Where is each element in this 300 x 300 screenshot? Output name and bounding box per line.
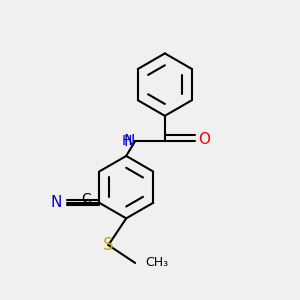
Text: O: O: [198, 132, 210, 147]
Text: N: N: [124, 134, 135, 148]
Text: H: H: [121, 134, 132, 148]
Text: S: S: [103, 236, 114, 254]
Text: N: N: [51, 195, 62, 210]
Text: CH₃: CH₃: [146, 256, 169, 269]
Text: C: C: [81, 192, 91, 206]
